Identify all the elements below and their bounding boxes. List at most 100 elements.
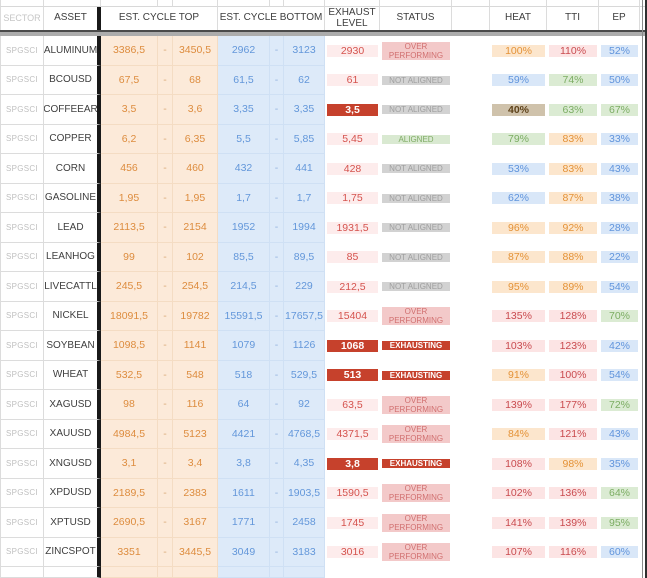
exhaust-level-cell[interactable]: 1931,5 <box>325 213 380 243</box>
tti-cell[interactable]: 177% <box>547 390 599 420</box>
heat-cell[interactable]: 139% <box>490 390 547 420</box>
cycle-top-high-cell[interactable]: 3,6 <box>173 95 218 125</box>
sector-cell[interactable]: SPGSCI <box>0 301 44 331</box>
cycle-bottom-low-cell[interactable]: 15591,5 <box>218 301 270 331</box>
sector-cell[interactable]: SPGSCI <box>0 449 44 479</box>
heat-cell[interactable]: 62% <box>490 183 547 213</box>
cycle-bottom-high-cell[interactable]: 3,35 <box>284 95 325 125</box>
asset-cell[interactable]: ZINCSPOT <box>44 537 101 567</box>
cycle-bottom-high-cell[interactable]: 1903,5 <box>284 478 325 508</box>
cycle-bottom-high-cell[interactable]: 3123 <box>284 36 325 66</box>
cycle-bottom-low-cell[interactable]: 1079 <box>218 331 270 361</box>
cycle-bottom-high-cell[interactable]: 62 <box>284 65 325 95</box>
sector-cell[interactable]: SPGSCI <box>0 537 44 567</box>
exhaust-level-cell[interactable]: 1068 <box>325 331 380 361</box>
heat-cell[interactable]: 79% <box>490 124 547 154</box>
status-cell[interactable]: OVER PERFORMING <box>380 390 452 420</box>
status-cell[interactable]: NOT ALIGNED <box>380 272 452 302</box>
tti-cell[interactable]: 83% <box>547 124 599 154</box>
exhaust-level-cell[interactable]: 2930 <box>325 36 380 66</box>
exhaust-level-cell[interactable]: 61 <box>325 65 380 95</box>
sector-cell[interactable]: SPGSCI <box>0 65 44 95</box>
status-cell[interactable] <box>380 567 452 578</box>
heat-cell[interactable]: 53% <box>490 154 547 184</box>
header-cycle-top[interactable]: EST. CYCLE TOP <box>101 7 218 30</box>
cycle-bottom-low-cell[interactable]: 85,5 <box>218 242 270 272</box>
exhaust-level-cell[interactable]: 3016 <box>325 537 380 567</box>
ep-cell[interactable]: 54% <box>599 360 640 390</box>
exhaust-level-cell[interactable]: 1745 <box>325 508 380 538</box>
header-cycle-bottom[interactable]: EST. CYCLE BOTTOM <box>218 7 325 30</box>
exhaust-level-cell[interactable]: 3,5 <box>325 95 380 125</box>
cycle-top-high-cell[interactable]: 1,95 <box>173 183 218 213</box>
sector-cell[interactable]: SPGSCI <box>0 124 44 154</box>
cycle-top-high-cell[interactable]: 102 <box>173 242 218 272</box>
cycle-bottom-high-cell[interactable]: 441 <box>284 154 325 184</box>
asset-cell[interactable]: ALUMINUM <box>44 36 101 66</box>
sector-cell[interactable]: SPGSCI <box>0 154 44 184</box>
asset-cell[interactable]: SOYBEAN <box>44 331 101 361</box>
cycle-top-high-cell[interactable]: 6,35 <box>173 124 218 154</box>
cycle-top-high-cell[interactable]: 68 <box>173 65 218 95</box>
cycle-top-low-cell[interactable]: 98 <box>101 390 158 420</box>
asset-cell[interactable]: NICKEL <box>44 301 101 331</box>
header-asset[interactable]: ASSET <box>44 7 101 30</box>
tti-cell[interactable]: 128% <box>547 301 599 331</box>
heat-cell[interactable]: 91% <box>490 360 547 390</box>
cycle-bottom-high-cell[interactable]: 229 <box>284 272 325 302</box>
cycle-bottom-low-cell[interactable]: 3,35 <box>218 95 270 125</box>
status-cell[interactable]: NOT ALIGNED <box>380 183 452 213</box>
ep-cell[interactable]: 33% <box>599 124 640 154</box>
cycle-bottom-high-cell[interactable]: 1126 <box>284 331 325 361</box>
heat-cell[interactable]: 59% <box>490 65 547 95</box>
cycle-bottom-high-cell[interactable]: 1,7 <box>284 183 325 213</box>
cycle-top-low-cell[interactable]: 6,2 <box>101 124 158 154</box>
sector-cell[interactable]: SPGSCI <box>0 390 44 420</box>
cycle-bottom-low-cell[interactable]: 214,5 <box>218 272 270 302</box>
asset-cell[interactable]: COFFEEAR <box>44 95 101 125</box>
ep-cell[interactable]: 72% <box>599 390 640 420</box>
cycle-top-high-cell[interactable]: 5123 <box>173 419 218 449</box>
header-heat[interactable]: HEAT <box>490 7 547 30</box>
tti-cell[interactable]: 136% <box>547 478 599 508</box>
exhaust-level-cell[interactable]: 63,5 <box>325 390 380 420</box>
heat-cell[interactable]: 141% <box>490 508 547 538</box>
asset-cell[interactable]: COPPER <box>44 124 101 154</box>
cycle-top-high-cell[interactable]: 254,5 <box>173 272 218 302</box>
exhaust-level-cell[interactable]: 15404 <box>325 301 380 331</box>
status-cell[interactable]: EXHAUSTING <box>380 449 452 479</box>
cycle-top-high-cell[interactable]: 2154 <box>173 213 218 243</box>
asset-cell[interactable]: LIVECATTL <box>44 272 101 302</box>
tti-cell[interactable]: 98% <box>547 449 599 479</box>
heat-cell[interactable]: 40% <box>490 95 547 125</box>
cycle-bottom-high-cell[interactable]: 89,5 <box>284 242 325 272</box>
cycle-top-low-cell[interactable]: 1098,5 <box>101 331 158 361</box>
status-cell[interactable]: NOT ALIGNED <box>380 154 452 184</box>
asset-cell[interactable]: XNGUSD <box>44 449 101 479</box>
cycle-top-high-cell[interactable]: 460 <box>173 154 218 184</box>
sector-cell[interactable]: SPGSCI <box>0 272 44 302</box>
status-cell[interactable]: OVER PERFORMING <box>380 419 452 449</box>
cycle-bottom-high-cell[interactable]: 529,5 <box>284 360 325 390</box>
ep-cell[interactable]: 43% <box>599 419 640 449</box>
cycle-top-low-cell[interactable]: 3,1 <box>101 449 158 479</box>
cycle-top-high-cell[interactable]: 3445,5 <box>173 537 218 567</box>
cycle-top-low-cell[interactable]: 532,5 <box>101 360 158 390</box>
cycle-top-low-cell[interactable]: 67,5 <box>101 65 158 95</box>
asset-cell[interactable]: XPTUSD <box>44 508 101 538</box>
exhaust-level-cell[interactable]: 85 <box>325 242 380 272</box>
cycle-top-low-cell[interactable]: 18091,5 <box>101 301 158 331</box>
tti-cell[interactable]: 92% <box>547 213 599 243</box>
exhaust-level-cell[interactable]: 212,5 <box>325 272 380 302</box>
ep-cell[interactable]: 50% <box>599 65 640 95</box>
cycle-bottom-high-cell[interactable]: 4768,5 <box>284 419 325 449</box>
cycle-top-low-cell[interactable]: 1,95 <box>101 183 158 213</box>
heat-cell[interactable]: 107% <box>490 537 547 567</box>
status-cell[interactable]: NOT ALIGNED <box>380 213 452 243</box>
tti-cell[interactable]: 87% <box>547 183 599 213</box>
heat-cell[interactable]: 87% <box>490 242 547 272</box>
asset-cell[interactable]: WHEAT <box>44 360 101 390</box>
asset-cell[interactable]: XPDUSD <box>44 478 101 508</box>
status-cell[interactable]: ALIGNED <box>380 124 452 154</box>
tti-cell[interactable]: 121% <box>547 419 599 449</box>
